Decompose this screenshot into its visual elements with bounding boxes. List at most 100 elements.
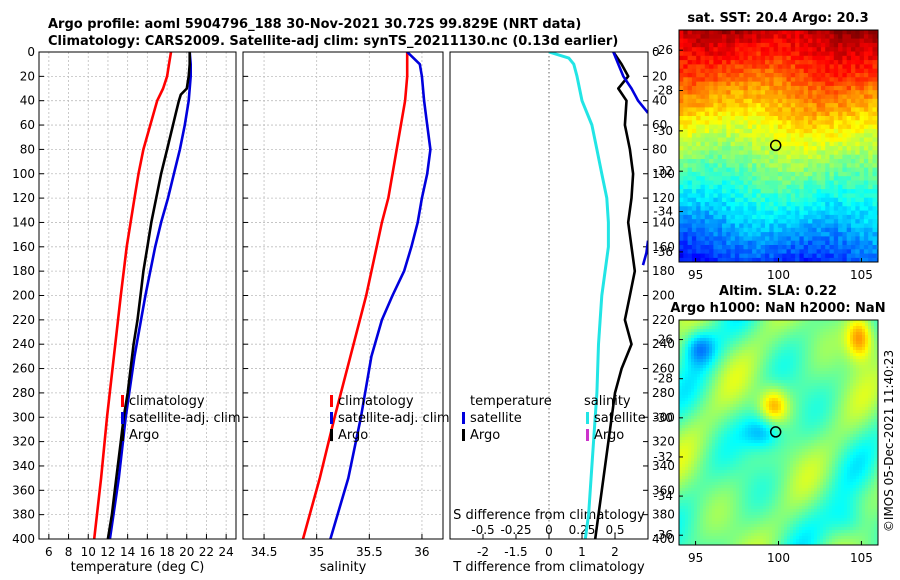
sla-cell <box>784 356 788 360</box>
sla-cell <box>748 383 752 387</box>
sst-cell <box>842 90 848 95</box>
sst-cell <box>868 223 873 229</box>
sst-cell <box>726 120 731 125</box>
sst-cell <box>777 150 783 156</box>
sla-cell <box>772 365 776 369</box>
sst-cell <box>769 159 774 164</box>
sla-cell <box>841 362 845 366</box>
sla-cell <box>838 347 842 351</box>
diff-ytick-label: 340 <box>652 459 675 473</box>
sla-cell <box>715 386 719 390</box>
sst-cell <box>786 38 792 44</box>
sla-cell <box>823 413 827 417</box>
sst-cell <box>713 202 719 207</box>
sla-cell <box>868 338 872 342</box>
sst-cell <box>696 202 701 207</box>
sla-cell <box>709 344 713 348</box>
sst-cell <box>795 253 800 259</box>
sla-cell <box>790 389 794 393</box>
sla-cell <box>781 356 785 360</box>
sla-cell <box>841 374 845 378</box>
sst-cell <box>726 159 731 164</box>
sla-cell <box>850 377 854 381</box>
sst-cell <box>790 68 796 74</box>
sst-cell <box>816 81 822 87</box>
sst-cell <box>679 223 684 229</box>
sla-cell <box>712 413 716 417</box>
sst-cell <box>855 236 860 242</box>
sla-cell <box>826 335 830 339</box>
temp-xtick-label: 8 <box>65 545 73 559</box>
sst-cell <box>730 30 736 35</box>
sla-cell <box>799 329 803 333</box>
sst-cell <box>859 68 865 74</box>
sst-cell <box>838 64 843 70</box>
sla-cell <box>862 398 866 402</box>
sst-cell <box>683 214 688 220</box>
sla-cell <box>784 350 788 354</box>
sst-cell <box>795 245 800 250</box>
sla-cell <box>784 374 788 378</box>
sla-cell <box>775 389 779 393</box>
sla-cell <box>760 353 764 357</box>
sst-cell <box>756 150 762 156</box>
sla-cell <box>820 329 824 333</box>
sst-cell <box>820 60 826 65</box>
sst-cell <box>717 146 723 151</box>
sla-cell <box>775 350 779 354</box>
sst-cell <box>833 38 839 44</box>
sst-cell <box>704 120 710 125</box>
sla-cell <box>745 338 749 342</box>
sla-cell <box>796 386 800 390</box>
sla-cell <box>796 371 800 375</box>
sst-cell <box>773 227 779 233</box>
sla-cell <box>808 404 812 408</box>
sst-cell <box>704 81 710 87</box>
sla-cell <box>694 410 698 414</box>
sla-cell <box>790 332 794 336</box>
sst-cell <box>696 116 701 121</box>
sst-cell <box>868 210 873 216</box>
sla-cell <box>820 335 824 339</box>
sst-cell <box>820 30 826 35</box>
sla-cell <box>829 365 833 369</box>
sst-cell <box>726 180 731 186</box>
sla-cell <box>805 350 809 354</box>
sla-cell <box>748 365 752 369</box>
sla-cell <box>856 323 860 327</box>
sla-cell <box>718 368 722 372</box>
sst-cell <box>816 90 822 95</box>
sst-cell <box>704 171 710 177</box>
sla-cell <box>793 413 797 417</box>
sst-cell <box>838 236 843 242</box>
sst-cell <box>700 68 706 74</box>
sst-cell <box>851 73 856 78</box>
sst-cell <box>679 180 684 186</box>
sla-cell <box>706 359 710 363</box>
sla-cell <box>820 362 824 366</box>
sst-cell <box>820 167 826 173</box>
sst-cell <box>773 124 779 130</box>
sst-cell <box>709 77 714 82</box>
sst-cell <box>739 197 744 203</box>
sla-cell <box>760 374 764 378</box>
sla-cell <box>784 344 788 348</box>
sla-cell <box>802 323 806 327</box>
sst-cell <box>773 197 779 203</box>
sst-cell <box>709 90 714 95</box>
sst-cell <box>799 150 805 156</box>
sst-cell <box>717 176 723 181</box>
sla-cell <box>868 362 872 366</box>
sst-cell <box>833 42 839 48</box>
sst-cell <box>683 193 688 199</box>
sla-cell <box>811 344 815 348</box>
sla-cell <box>703 404 707 408</box>
sst-cell <box>777 124 783 130</box>
sla-cell <box>826 365 830 369</box>
sla-cell <box>832 404 836 408</box>
sst-cell <box>691 30 697 35</box>
sst-cell <box>846 154 852 160</box>
sla-cell <box>724 350 728 354</box>
sla-cell <box>748 320 752 324</box>
sst-cell <box>838 42 843 48</box>
